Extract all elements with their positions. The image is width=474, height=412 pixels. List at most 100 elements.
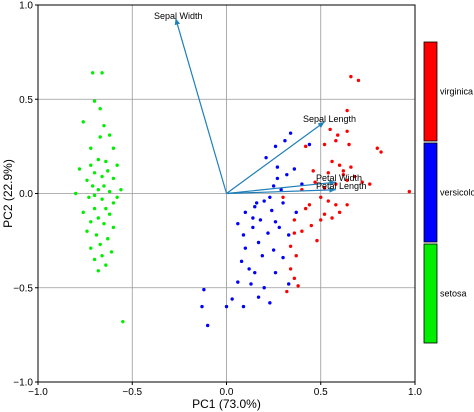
versicolor-point (254, 201, 259, 205)
setosa-point (100, 174, 104, 179)
x-tick-label: 0.0 (220, 387, 234, 398)
setosa-point (89, 246, 93, 250)
versicolor-point (268, 195, 272, 199)
virginica-point (322, 142, 327, 147)
legend-label-versicolor: versicolor (440, 188, 474, 198)
versicolor-point (283, 139, 287, 143)
virginica-point (347, 142, 351, 147)
petal-length-loading-arrow (226, 189, 336, 195)
virginica-point (322, 186, 327, 190)
setosa-point (96, 216, 101, 220)
setosa-point (102, 221, 106, 226)
virginica-point (360, 180, 364, 184)
virginica-point (345, 203, 349, 207)
versicolor-point (271, 248, 276, 252)
versicolor-point (262, 199, 266, 203)
versicolor-point (264, 155, 268, 160)
versicolor-point (300, 182, 304, 186)
legend-swatch-virginica (423, 41, 438, 142)
setosa-point (107, 133, 112, 137)
setosa-point (102, 123, 106, 128)
versicolor-point (270, 208, 274, 213)
setosa-point (90, 184, 95, 188)
y-tick-label: −0.5 (13, 283, 33, 294)
setosa-point (89, 163, 93, 167)
versicolor-point (205, 323, 210, 328)
point-layer (74, 71, 412, 328)
virginica-point (334, 182, 338, 186)
setosa-point (96, 188, 101, 192)
setosa-point (107, 212, 112, 216)
virginica-point (292, 218, 297, 222)
virginica-point (334, 139, 338, 143)
y-axis-label: PC2 (22.9%) (1, 159, 15, 228)
legend-swatch-versicolor (423, 142, 438, 243)
setosa-point (85, 178, 89, 183)
y-tick-label: 0.5 (19, 95, 33, 106)
virginica-point (349, 165, 353, 169)
versicolor-point (202, 287, 206, 292)
setosa-point (96, 269, 101, 273)
versicolor-point (287, 282, 291, 286)
virginica-point (341, 172, 346, 177)
versicolor-point (256, 240, 261, 245)
virginica-point (328, 127, 332, 132)
setosa-point (85, 229, 89, 233)
versicolor-point (275, 165, 280, 169)
virginica-point (375, 146, 379, 150)
versicolor-point (243, 210, 248, 215)
setosa-point (98, 135, 102, 139)
versicolor-point (307, 142, 312, 147)
virginica-point (296, 284, 300, 288)
petal-length-arrowhead (329, 187, 336, 193)
x-tick-label: −0.5 (122, 387, 142, 398)
virginica-point (303, 206, 308, 211)
versicolor-point (288, 131, 293, 135)
setosa-point (81, 210, 85, 215)
petal-width-loading-arrow (226, 181, 336, 195)
sepal-length-loading-label: Sepal Length (303, 114, 356, 124)
sepal-width-arrowhead (174, 18, 181, 26)
setosa-point (111, 146, 116, 150)
versicolor-point (262, 286, 266, 290)
setosa-point (77, 167, 82, 171)
setosa-point (121, 319, 125, 324)
versicolor-point (273, 270, 278, 275)
setosa-point (90, 71, 95, 75)
virginica-point (315, 238, 319, 243)
virginica-point (352, 174, 357, 179)
loading-layer: Sepal Width Sepal Length Petal WidthPetal … (154, 11, 367, 195)
virginica-point (326, 199, 330, 203)
virginica-point (330, 159, 334, 164)
versicolor-point (292, 167, 297, 171)
virginica-point (407, 189, 412, 194)
setosa-point (119, 188, 123, 192)
versicolor-point (224, 304, 229, 309)
versicolor-point (230, 297, 234, 301)
virginica-point (345, 129, 349, 133)
setosa-point (111, 225, 116, 230)
versicolor-point (200, 304, 204, 309)
sepal-width-loading-label: Sepal Width (154, 11, 203, 21)
setosa-point (102, 184, 106, 188)
sepal-width-loading-arrow (175, 18, 228, 194)
setosa-point (94, 233, 99, 237)
virginica-point (336, 133, 340, 137)
legend-label-setosa: setosa (440, 289, 467, 299)
setosa-point (106, 237, 110, 241)
setosa-point (96, 157, 101, 162)
virginica-point (368, 182, 372, 186)
x-tick-label: 1.0 (408, 387, 422, 398)
versicolor-point (273, 144, 278, 149)
virginica-point (288, 244, 293, 248)
virginica-point (326, 171, 330, 175)
virginica-point (300, 229, 304, 233)
legend-swatch-setosa (423, 243, 438, 344)
setosa-point (100, 71, 104, 75)
setosa-point (100, 254, 104, 258)
virginica-point (330, 216, 334, 220)
virginica-point (322, 212, 327, 216)
versicolor-point (266, 231, 270, 235)
virginica-point (337, 210, 342, 215)
